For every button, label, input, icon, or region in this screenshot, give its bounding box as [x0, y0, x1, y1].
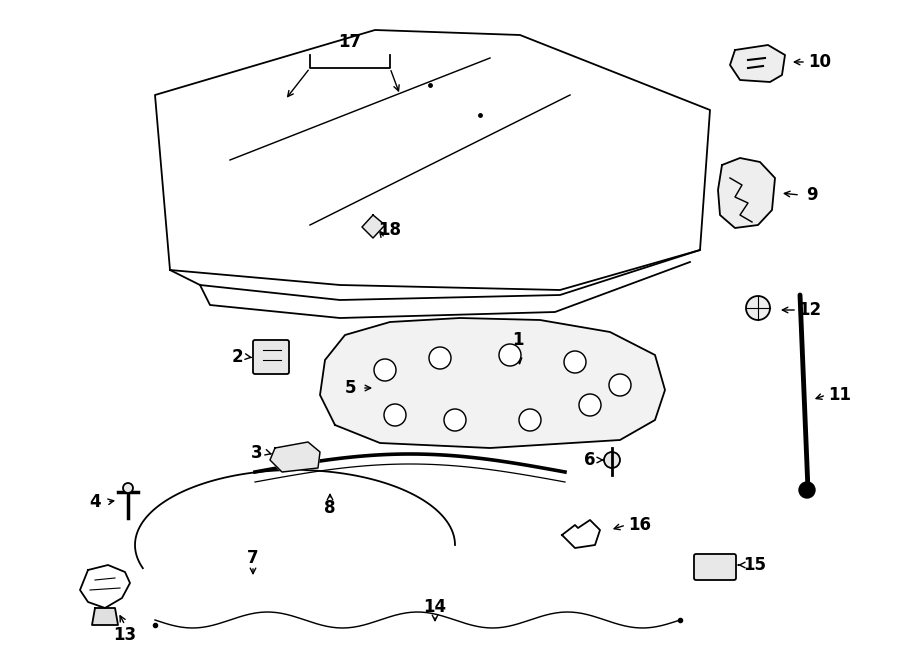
Text: 8: 8 [324, 499, 336, 517]
Text: 15: 15 [743, 556, 767, 574]
Polygon shape [92, 608, 118, 625]
Circle shape [123, 483, 133, 493]
Text: 2: 2 [231, 348, 243, 366]
Text: 18: 18 [379, 221, 401, 239]
Polygon shape [155, 30, 710, 290]
Text: 5: 5 [344, 379, 356, 397]
Text: 4: 4 [89, 493, 101, 511]
Circle shape [499, 344, 521, 366]
Text: 11: 11 [829, 386, 851, 404]
Circle shape [604, 452, 620, 468]
Circle shape [519, 409, 541, 431]
Text: 7: 7 [248, 549, 259, 567]
Text: 16: 16 [628, 516, 652, 534]
Text: 10: 10 [808, 53, 832, 71]
Circle shape [429, 347, 451, 369]
Polygon shape [362, 215, 385, 238]
Circle shape [746, 296, 770, 320]
Polygon shape [80, 565, 130, 608]
Text: 9: 9 [806, 186, 818, 204]
FancyBboxPatch shape [253, 340, 289, 374]
Circle shape [374, 359, 396, 381]
Text: 6: 6 [584, 451, 596, 469]
Circle shape [609, 374, 631, 396]
Text: 17: 17 [338, 33, 362, 51]
Circle shape [799, 482, 815, 498]
Polygon shape [718, 158, 775, 228]
Circle shape [444, 409, 466, 431]
Circle shape [579, 394, 601, 416]
Polygon shape [320, 318, 665, 448]
Circle shape [384, 404, 406, 426]
Text: 1: 1 [512, 331, 524, 349]
Polygon shape [730, 45, 785, 82]
Polygon shape [270, 442, 320, 472]
Text: 13: 13 [113, 626, 137, 644]
Circle shape [564, 351, 586, 373]
FancyBboxPatch shape [694, 554, 736, 580]
Text: 14: 14 [423, 598, 446, 616]
Text: 12: 12 [798, 301, 822, 319]
Text: 3: 3 [251, 444, 263, 462]
